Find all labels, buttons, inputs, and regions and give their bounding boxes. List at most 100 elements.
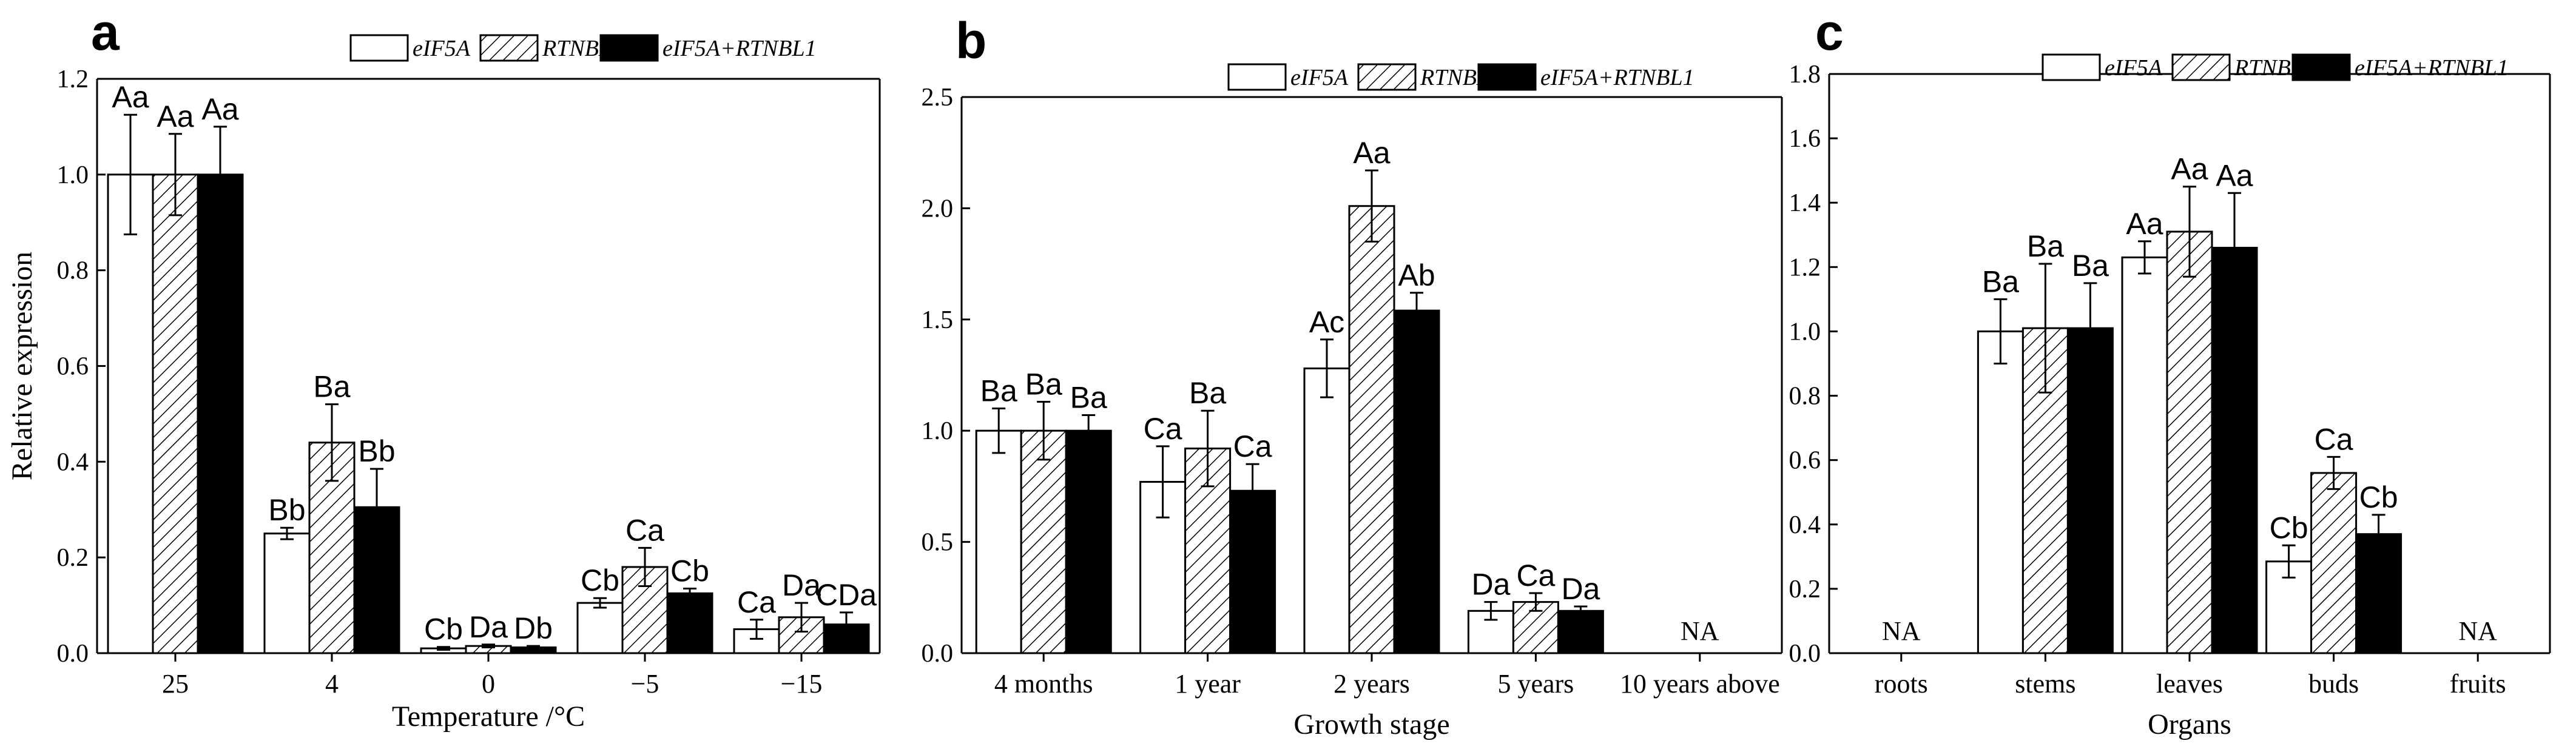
legend-label: eIF5A — [413, 36, 471, 61]
panel-letter: c — [1815, 4, 1844, 61]
bar-eif5a-rtnbl1 — [1557, 609, 1604, 654]
bar-rtnbl1 — [2166, 230, 2213, 654]
significance-label: Aa — [112, 80, 149, 114]
y-tick-label: 0.8 — [57, 257, 89, 285]
legend: eIF5A RTNBL1 eIF5A+RTNBL1 — [2042, 53, 2509, 81]
x-tick-label: 1 year — [1175, 669, 1241, 699]
bar-eif5a-rtnbl1 — [1393, 309, 1440, 654]
y-tick-label: 1.4 — [1789, 189, 1821, 217]
legend-swatch — [1227, 63, 1287, 91]
legend-swatch — [2291, 53, 2351, 81]
significance-label: Aa — [2216, 158, 2253, 192]
legend-swatch — [1477, 63, 1537, 91]
significance-label: Aa — [201, 92, 238, 126]
legend-swatch — [1357, 63, 1417, 91]
significance-label: Da — [782, 568, 821, 602]
significance-label: Cb — [2270, 511, 2308, 545]
x-tick-label: 25 — [162, 669, 189, 699]
significance-label: Aa — [157, 99, 194, 133]
bar-eif5a-rtnbl1 — [1065, 429, 1112, 654]
significance-label: Ca — [1233, 429, 1272, 463]
y-tick-label: 2.0 — [922, 195, 954, 223]
significance-label: Aa — [2171, 152, 2208, 186]
x-tick-label: 4 — [325, 669, 339, 699]
y-tick-label: 0.5 — [922, 529, 954, 557]
x-tick-label: −5 — [631, 669, 659, 699]
y-tick-label: 0.8 — [1789, 383, 1821, 411]
y-tick-label: 1.8 — [1789, 61, 1821, 89]
x-tick-label: roots — [1875, 669, 1928, 699]
significance-label: Ba — [2072, 249, 2109, 283]
bar-rtnbl1 — [1020, 429, 1067, 654]
y-tick-label: 1.2 — [57, 65, 89, 93]
y-tick-label: 0.6 — [57, 353, 89, 381]
significance-label: Bb — [358, 434, 395, 468]
x-tick-label: 4 months — [994, 669, 1093, 699]
significance-label: Aa — [2126, 207, 2163, 241]
x-axis-title: Organs — [2148, 708, 2231, 740]
significance-label: Bb — [268, 493, 305, 527]
significance-label: Da — [1561, 572, 1600, 606]
legend: eIF5A RTNBL1 eIF5A+RTNBL1 — [1227, 63, 1694, 91]
legend-label: eIF5A+RTNBL1 — [663, 36, 817, 61]
significance-label: Ca — [1144, 412, 1182, 446]
bar-eif5a — [2121, 256, 2168, 654]
y-tick-label: 1.0 — [922, 417, 954, 445]
legend-label: eIF5A+RTNBL1 — [1540, 65, 1694, 90]
y-tick-label: 1.0 — [57, 161, 89, 189]
significance-label: Ba — [1189, 376, 1226, 410]
x-tick-label: stems — [2015, 669, 2075, 699]
legend-swatch — [2171, 53, 2231, 81]
bar-eif5a — [107, 173, 154, 654]
legend: eIF5A RTNBL1 eIF5A+RTNBL1 — [349, 34, 817, 62]
y-tick-label: 0.4 — [57, 448, 89, 476]
significance-label: Ba — [1070, 381, 1107, 415]
chart-root: a 0.0 0.2 0.4 0.6 0.8 1.0 1.2 25 4 0 −5 −15 Temperatu… — [6, 4, 2551, 740]
significance-label: Cb — [424, 613, 463, 646]
na-annotation: NA — [1882, 616, 1921, 646]
x-tick-label: −15 — [781, 669, 823, 699]
significance-label: Ba — [1025, 368, 1062, 401]
x-tick-label: 5 years — [1497, 669, 1574, 699]
significance-label: Ab — [1398, 258, 1435, 292]
y-tick-label: 0.2 — [57, 544, 89, 572]
legend-swatch — [599, 34, 659, 62]
y-axis-title: Relative expression — [6, 252, 38, 480]
bar-eif5a — [975, 429, 1022, 654]
significance-label: Ca — [625, 513, 664, 547]
panel-letter: b — [956, 12, 986, 69]
significance-label: Da — [469, 610, 508, 644]
y-tick-label: 0.0 — [922, 640, 954, 668]
significance-label: Ba — [980, 374, 1017, 408]
y-tick-label: 1.5 — [922, 306, 954, 334]
x-axis-title: Temperature /°C — [392, 700, 585, 733]
legend-label: eIF5A+RTNBL1 — [2355, 55, 2509, 81]
significance-label: Cb — [670, 554, 709, 588]
y-tick-label: 1.0 — [1789, 318, 1821, 346]
y-tick-label: 1.6 — [1789, 125, 1821, 153]
significance-label: Ca — [2315, 422, 2353, 456]
bar-rtnbl1 — [1348, 205, 1395, 654]
significance-label: CDa — [816, 578, 877, 612]
y-tick-label: 2.5 — [922, 84, 954, 112]
bar-eif5a-rtnbl1 — [2066, 327, 2114, 654]
significance-label: Ba — [313, 370, 350, 404]
legend-swatch — [349, 34, 409, 62]
bar-rtnbl1 — [152, 173, 199, 654]
bar-eif5a — [1977, 330, 2024, 654]
bar-eif5a — [1303, 367, 1350, 654]
panel-letter: a — [91, 4, 120, 61]
legend-swatch — [479, 34, 539, 62]
panel-b: b 0.0 0.5 1.0 1.5 2.0 2.5 4 months 1 year 2 years… — [922, 12, 1783, 740]
x-tick-label: buds — [2308, 669, 2359, 699]
panel-a: a 0.0 0.2 0.4 0.6 0.8 1.0 1.2 25 4 0 −5 −15 Temperatu… — [6, 4, 881, 733]
bar-eif5a-rtnbl1 — [2211, 247, 2258, 654]
significance-label: Db — [514, 611, 553, 645]
significance-label: Ba — [1982, 264, 2019, 298]
significance-label: Aa — [1353, 136, 1390, 170]
bar-eif5a-rtnbl1 — [666, 592, 713, 654]
legend-label: eIF5A — [1290, 65, 1349, 90]
y-tick-label: 0.0 — [1789, 640, 1821, 668]
y-tick-label: 0.2 — [1789, 576, 1821, 603]
